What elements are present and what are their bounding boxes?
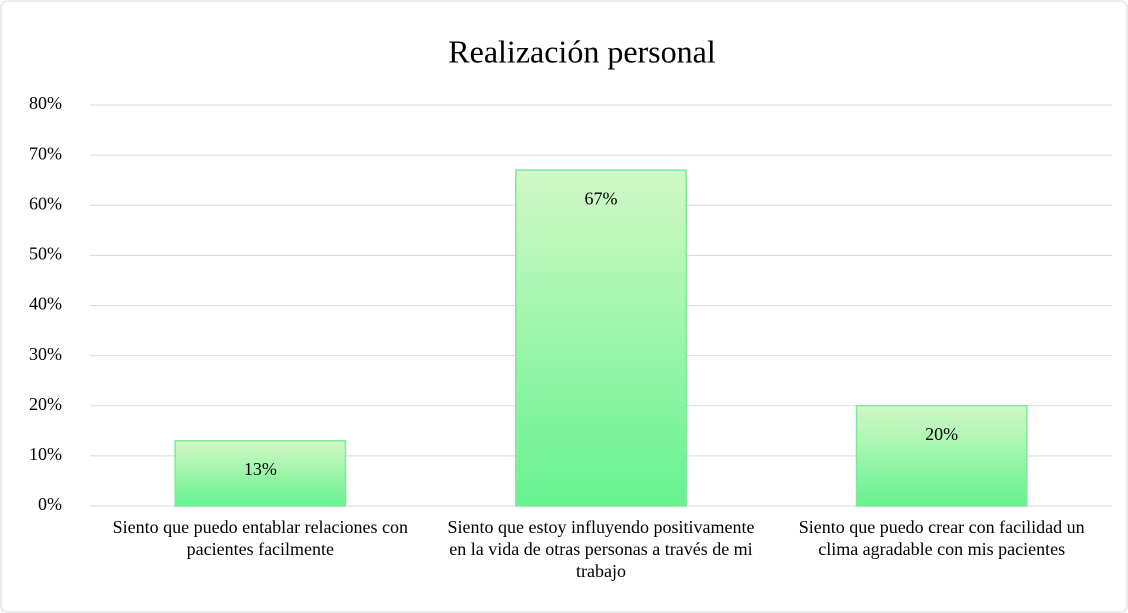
data-label: 67% <box>585 188 618 208</box>
y-tick-label: 60% <box>29 193 62 213</box>
y-tick-label: 20% <box>29 394 62 414</box>
bar <box>515 169 687 507</box>
y-tick-label: 80% <box>29 93 62 113</box>
y-tick-label: 10% <box>29 444 62 464</box>
bar <box>855 405 1028 507</box>
y-tick-label: 70% <box>29 143 62 163</box>
x-tick-label: Siento que puedo entablar relaciones con… <box>112 517 409 559</box>
y-tick-label: 50% <box>29 244 62 264</box>
data-label: 20% <box>925 424 958 444</box>
y-tick-label: 30% <box>29 344 62 364</box>
x-tick-label: Siento que puedo crear con facilidad un … <box>798 517 1085 559</box>
x-tick-label: Siento que estoy influyendo positivament… <box>447 517 755 581</box>
chart-title: Realización personal <box>448 33 716 69</box>
data-label: 13% <box>244 459 277 479</box>
bar <box>174 440 347 507</box>
y-tick-label: 0% <box>38 494 62 514</box>
y-tick-label: 40% <box>29 294 62 314</box>
